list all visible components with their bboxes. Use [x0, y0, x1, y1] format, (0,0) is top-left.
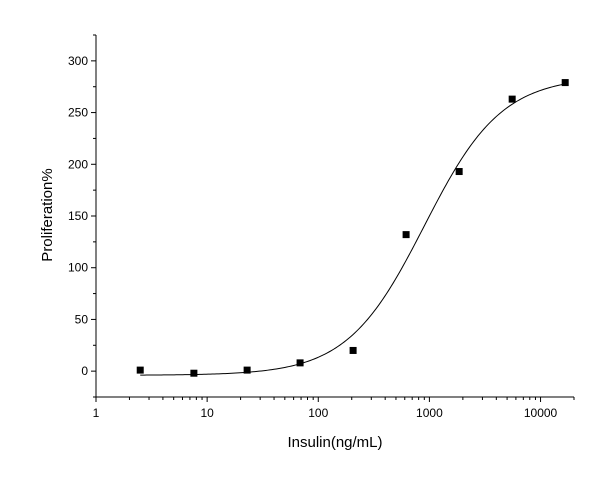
- data-point: [190, 369, 198, 377]
- x-axis-label: Insulin(ng/mL): [287, 434, 382, 451]
- y-tick-label: 200: [68, 157, 88, 171]
- data-point: [243, 366, 251, 374]
- y-tick-label: 250: [68, 106, 88, 120]
- data-point: [561, 79, 569, 87]
- y-tick-label: 150: [68, 209, 88, 223]
- data-point: [136, 366, 144, 374]
- y-axis-label: Proliferation%: [39, 168, 56, 261]
- data-points: [136, 79, 569, 377]
- x-tick-label: 10: [200, 406, 214, 420]
- y-tick-label: 50: [75, 312, 89, 326]
- x-tick-label: 1: [93, 406, 100, 420]
- data-point: [508, 95, 516, 103]
- data-point: [296, 359, 304, 367]
- axes: [95, 35, 574, 398]
- data-point: [349, 346, 357, 354]
- x-tick-label: 100: [308, 406, 328, 420]
- data-point: [455, 168, 463, 176]
- x-tick-label: 1000: [416, 406, 443, 420]
- x-ticks: 1 10 100 1000 10000: [93, 397, 575, 420]
- y-tick-label: 0: [81, 364, 88, 378]
- data-point: [402, 231, 410, 239]
- fit-curve: [140, 83, 566, 376]
- y-ticks: 0 50 100 150 200 250 300: [68, 34, 96, 398]
- y-tick-label: 100: [68, 261, 88, 275]
- x-tick-label: 10000: [524, 406, 558, 420]
- y-tick-label: 300: [68, 54, 88, 68]
